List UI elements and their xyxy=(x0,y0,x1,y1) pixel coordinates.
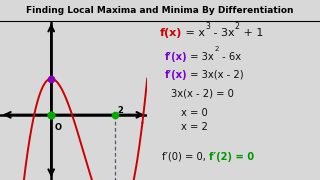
Text: f(x): f(x) xyxy=(160,28,182,38)
Text: 3x(x - 2) = 0: 3x(x - 2) = 0 xyxy=(171,89,234,99)
Text: 3: 3 xyxy=(205,22,210,31)
Text: + 1: + 1 xyxy=(240,28,263,38)
Text: O: O xyxy=(55,123,62,132)
Text: 2: 2 xyxy=(235,22,240,31)
Text: x = 2: x = 2 xyxy=(181,122,208,132)
Text: = x: = x xyxy=(182,28,205,38)
Text: Finding Local Maxima and Minima By Differentiation: Finding Local Maxima and Minima By Diffe… xyxy=(26,6,294,15)
Text: = 3x: = 3x xyxy=(188,52,214,62)
Text: - 3x: - 3x xyxy=(210,28,235,38)
Text: 2: 2 xyxy=(118,106,124,115)
Text: x = 0: x = 0 xyxy=(181,107,208,118)
Text: 2: 2 xyxy=(214,46,219,53)
Text: f′(x): f′(x) xyxy=(165,52,188,62)
Text: f′(x): f′(x) xyxy=(165,70,188,80)
Text: - 6x: - 6x xyxy=(219,52,241,62)
Text: f′(2) = 0: f′(2) = 0 xyxy=(209,152,254,162)
Text: f′(0) = 0,: f′(0) = 0, xyxy=(162,152,209,162)
Text: = 3x(x - 2): = 3x(x - 2) xyxy=(188,70,244,80)
